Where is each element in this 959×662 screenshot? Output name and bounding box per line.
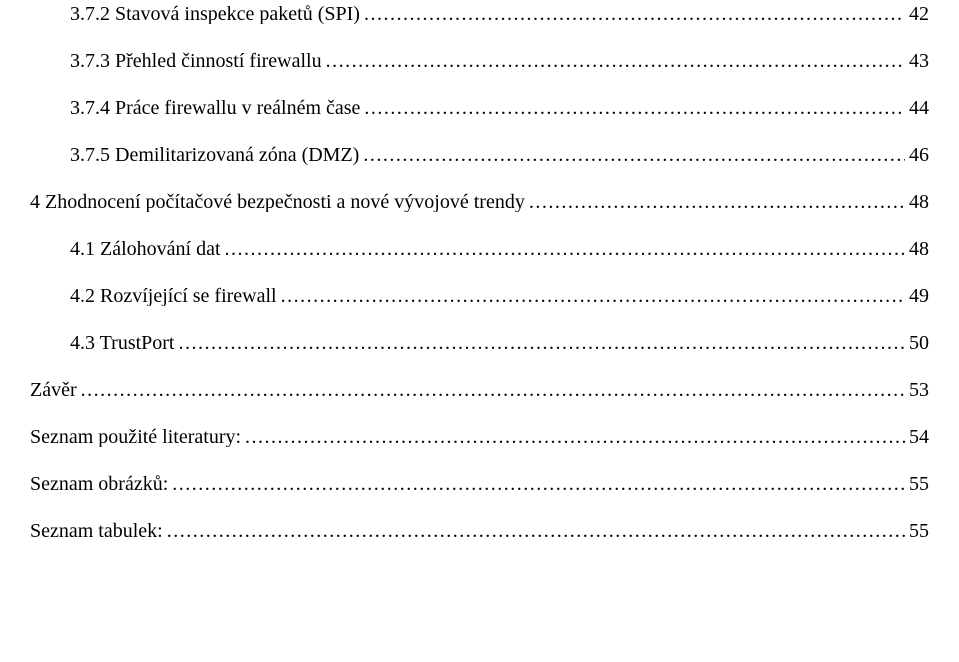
toc-entry: 3.7.4 Práce firewallu v reálném čase 44	[30, 98, 929, 118]
toc-leader-dots	[525, 192, 905, 212]
toc-leader-dots	[360, 4, 905, 24]
toc-leader-dots	[277, 286, 905, 306]
toc-leader-dots	[163, 521, 905, 541]
toc-entry: 3.7.3 Přehled činností firewallu 43	[30, 51, 929, 71]
toc-page: 3.7.2 Stavová inspekce paketů (SPI) 42 3…	[0, 0, 959, 662]
toc-entry-page: 44	[905, 98, 929, 118]
toc-entry-label: 4.3 TrustPort	[70, 333, 175, 353]
toc-entry-page: 46	[905, 145, 929, 165]
toc-entry-page: 55	[905, 474, 929, 494]
toc-leader-dots	[359, 145, 905, 165]
toc-entry: Seznam obrázků: 55	[30, 474, 929, 494]
toc-entry-label: 3.7.5 Demilitarizovaná zóna (DMZ)	[70, 145, 359, 165]
toc-entry-label: 3.7.3 Přehled činností firewallu	[70, 51, 322, 71]
toc-entry-page: 42	[905, 4, 929, 24]
toc-entry-label: 3.7.2 Stavová inspekce paketů (SPI)	[70, 4, 360, 24]
toc-entry-page: 49	[905, 286, 929, 306]
toc-entry: Závěr 53	[30, 380, 929, 400]
toc-leader-dots	[175, 333, 906, 353]
toc-entry-label: 4 Zhodnocení počítačové bezpečnosti a no…	[30, 192, 525, 212]
toc-entry-label: Seznam obrázků:	[30, 474, 168, 494]
toc-entry: 4 Zhodnocení počítačové bezpečnosti a no…	[30, 192, 929, 212]
toc-leader-dots	[360, 98, 905, 118]
toc-entry-label: Seznam použité literatury:	[30, 427, 241, 447]
toc-entry-label: Seznam tabulek:	[30, 521, 163, 541]
toc-entry: 3.7.5 Demilitarizovaná zóna (DMZ) 46	[30, 145, 929, 165]
toc-entry-page: 55	[905, 521, 929, 541]
toc-entry: Seznam tabulek: 55	[30, 521, 929, 541]
toc-entry-label: 4.1 Zálohování dat	[70, 239, 221, 259]
toc-leader-dots	[241, 427, 905, 447]
toc-entry: 4.2 Rozvíjející se firewall 49	[30, 286, 929, 306]
toc-entry-label: 3.7.4 Práce firewallu v reálném čase	[70, 98, 360, 118]
toc-entry: 4.1 Zálohování dat 48	[30, 239, 929, 259]
toc-entry-label: 4.2 Rozvíjející se firewall	[70, 286, 277, 306]
toc-leader-dots	[77, 380, 905, 400]
toc-entry-page: 48	[905, 192, 929, 212]
toc-entry-page: 50	[905, 333, 929, 353]
toc-leader-dots	[168, 474, 905, 494]
toc-entry-label: Závěr	[30, 380, 77, 400]
toc-entry: Seznam použité literatury: 54	[30, 427, 929, 447]
toc-entry-page: 54	[905, 427, 929, 447]
toc-leader-dots	[322, 51, 905, 71]
toc-entry: 3.7.2 Stavová inspekce paketů (SPI) 42	[30, 4, 929, 24]
toc-entry-page: 43	[905, 51, 929, 71]
toc-entry: 4.3 TrustPort 50	[30, 333, 929, 353]
toc-leader-dots	[221, 239, 905, 259]
toc-entry-page: 53	[905, 380, 929, 400]
toc-entry-page: 48	[905, 239, 929, 259]
